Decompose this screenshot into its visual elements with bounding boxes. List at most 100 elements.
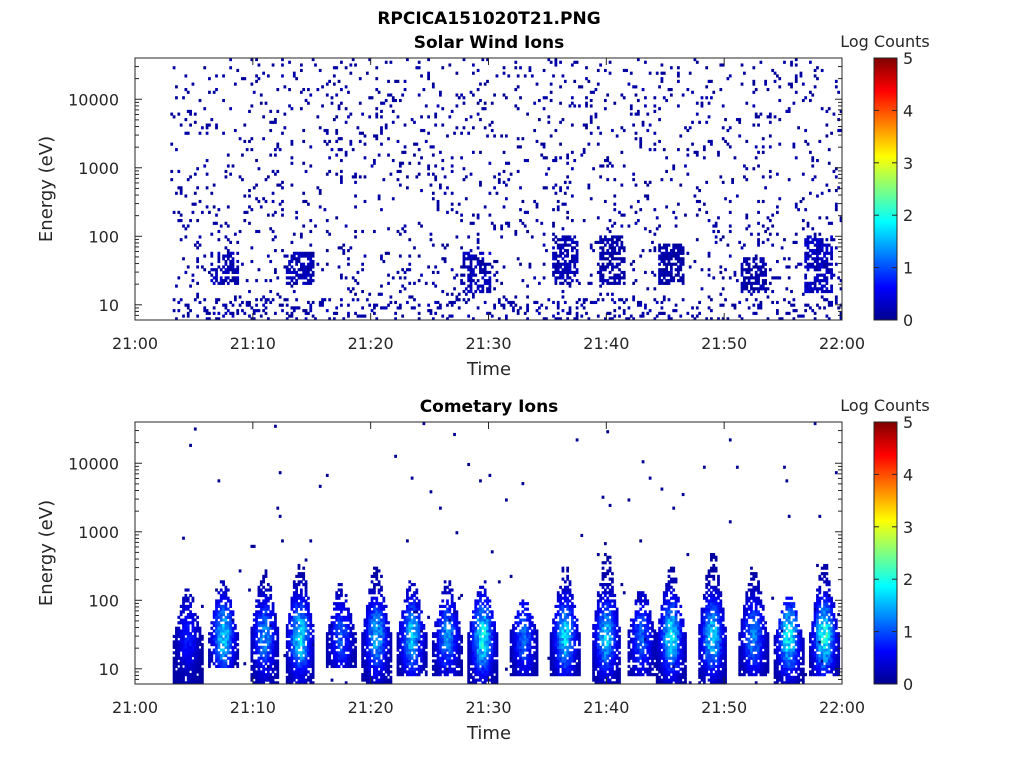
heatmap-cell (222, 98, 225, 103)
heatmap-cell (332, 648, 336, 652)
heatmap-cell (436, 202, 440, 206)
heatmap-cell (563, 270, 567, 275)
heatmap-cell (330, 96, 334, 100)
heatmap-cell (309, 632, 313, 636)
heatmap-cell (302, 659, 306, 663)
heatmap-cell (191, 279, 195, 283)
heatmap-cell (222, 637, 225, 641)
heatmap-cell (377, 292, 381, 296)
heatmap-cell (387, 632, 390, 636)
heatmap-cell (330, 643, 334, 647)
heatmap-cell (382, 632, 386, 636)
heatmap-cell (363, 629, 367, 633)
heatmap-cell (476, 112, 480, 116)
heatmap-cell (283, 85, 287, 89)
heatmap-cell (700, 268, 704, 272)
heatmap-cell (337, 643, 341, 647)
heatmap-cell (370, 632, 374, 636)
heatmap-cell (269, 640, 273, 644)
heatmap-cell (483, 279, 487, 283)
heatmap-cell (686, 172, 690, 176)
heatmap-cell (629, 262, 633, 266)
heatmap-cell (415, 621, 419, 625)
heatmap-cell (248, 194, 251, 198)
heatmap-cell (361, 675, 364, 679)
heatmap-cell (809, 98, 812, 103)
heatmap-cell (342, 615, 346, 619)
heatmap-cell (193, 656, 197, 660)
heatmap-cell (717, 317, 720, 320)
heatmap-cell (311, 673, 315, 677)
heatmap-cell (599, 276, 603, 280)
heatmap-cell (413, 637, 416, 641)
heatmap-cell (295, 610, 299, 614)
heatmap-cell (217, 479, 221, 483)
heatmap-cell (368, 96, 372, 100)
heatmap-cell (636, 58, 640, 62)
heatmap-cell (547, 120, 551, 124)
heatmap-cell (601, 298, 605, 302)
heatmap-cell (618, 235, 621, 239)
heatmap-cell (217, 229, 221, 234)
heatmap-cell (724, 118, 727, 122)
heatmap-cell (443, 588, 447, 592)
heatmap-cell (177, 276, 181, 280)
heatmap-cell (349, 618, 353, 622)
heatmap-cell (469, 254, 473, 258)
heatmap-cell (335, 651, 339, 655)
heatmap-cell (307, 653, 310, 658)
heatmap-cell (750, 284, 753, 288)
heatmap-cell (186, 634, 190, 639)
heatmap-cell (344, 66, 348, 70)
heatmap-cell (825, 298, 829, 302)
heatmap-cell (639, 145, 643, 149)
heatmap-cell (175, 645, 178, 649)
heatmap-cell (304, 599, 308, 603)
heatmap-cell (304, 634, 308, 639)
heatmap-cell (264, 306, 268, 310)
heatmap-cell (302, 643, 306, 647)
heatmap-cell (373, 311, 376, 315)
heatmap-cell (472, 257, 475, 261)
heatmap-cell (726, 128, 730, 133)
heatmap-cell (839, 128, 842, 133)
heatmap-cell (596, 314, 600, 318)
heatmap-cell (340, 583, 343, 587)
heatmap-cell (304, 653, 308, 658)
heatmap-cell (759, 284, 763, 288)
heatmap-cell (205, 317, 209, 320)
heatmap-cell (347, 623, 350, 628)
heatmap-cell (603, 243, 607, 247)
heatmap-cell (549, 134, 553, 138)
heatmap-cell (170, 178, 174, 182)
heatmap-cell (309, 303, 313, 307)
heatmap-cell (184, 596, 188, 600)
heatmap-cell (424, 643, 428, 647)
heatmap-cell (483, 205, 487, 209)
heatmap-cell (757, 268, 760, 272)
heatmap-cell (283, 126, 287, 130)
heatmap-cell (182, 634, 185, 639)
heatmap-cell (368, 673, 372, 677)
heatmap-cell (389, 664, 393, 669)
heatmap-cell (834, 189, 838, 193)
heatmap-cell (200, 662, 204, 666)
heatmap-cell (655, 227, 659, 231)
heatmap-cell (662, 251, 666, 255)
heatmap-cell (335, 602, 339, 606)
heatmap-cell (801, 292, 805, 296)
heatmap-cell (384, 629, 388, 633)
heatmap-cell (552, 300, 555, 305)
heatmap-cell (217, 257, 221, 261)
heatmap-cell (297, 681, 301, 684)
heatmap-cell (603, 317, 607, 320)
heatmap-cell (231, 265, 235, 269)
heatmap-cell (809, 281, 812, 285)
heatmap-cell (406, 621, 409, 625)
heatmap-cell (422, 664, 426, 669)
heatmap-cell (563, 265, 567, 269)
heatmap-cell (599, 257, 603, 261)
heatmap-cell (439, 645, 442, 649)
heatmap-cell (382, 643, 386, 647)
heatmap-cell (217, 640, 221, 644)
